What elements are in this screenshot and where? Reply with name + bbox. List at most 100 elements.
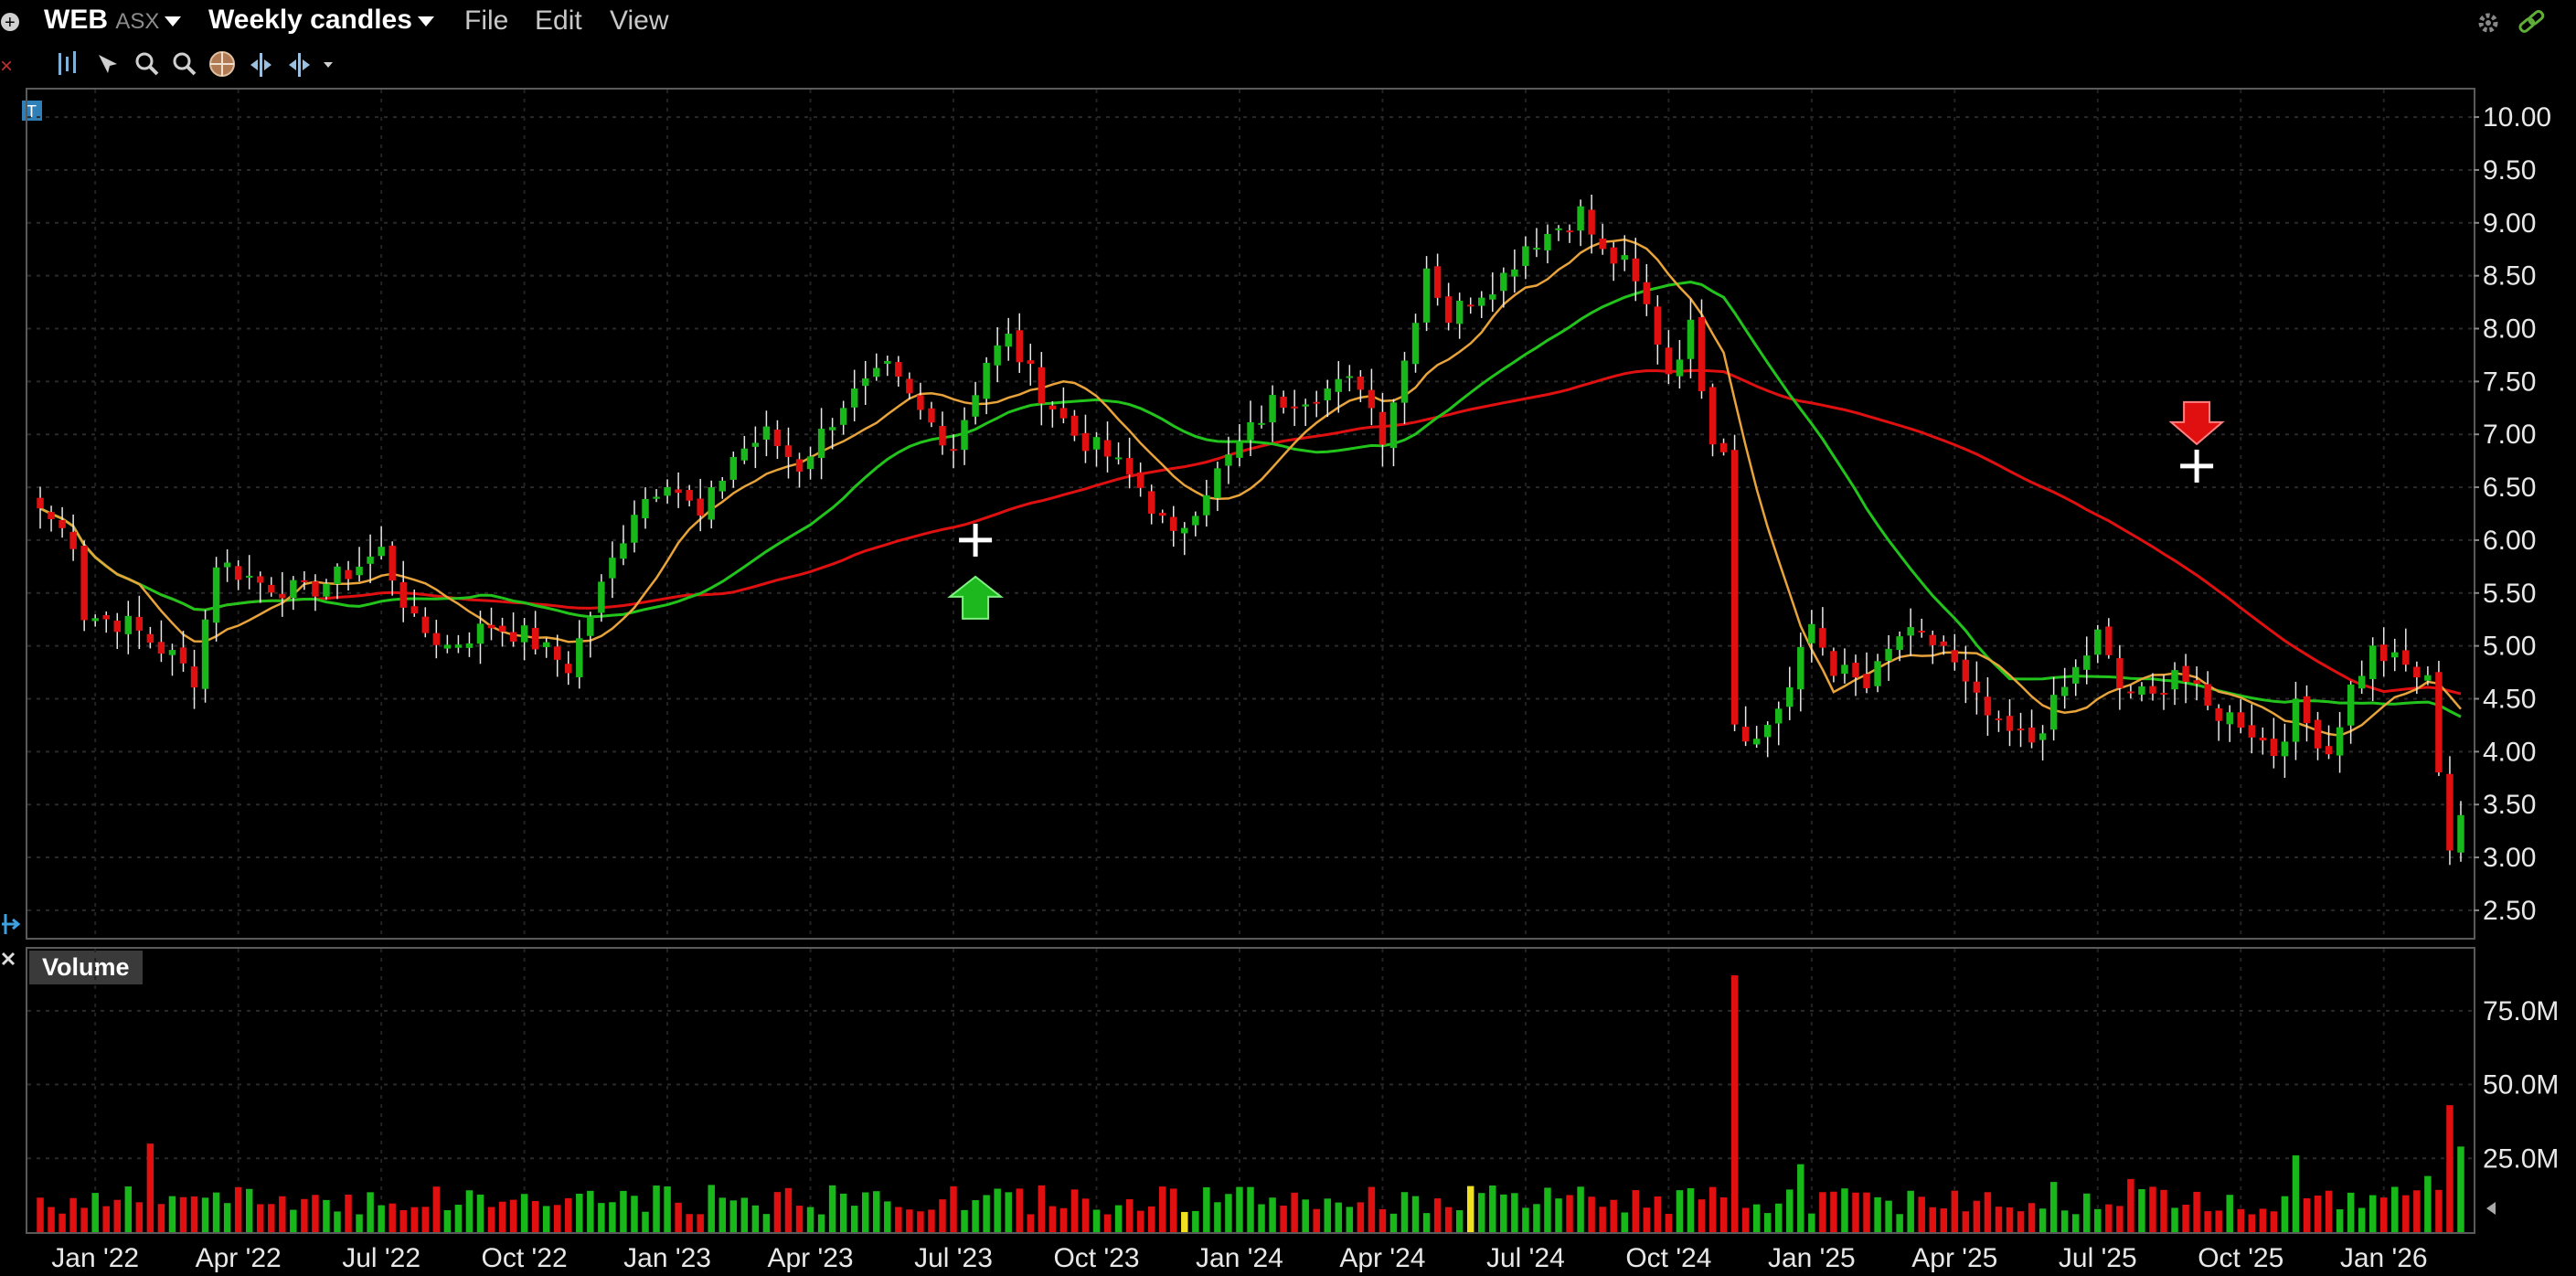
candle-down [2028, 728, 2036, 743]
zoom-in-icon[interactable] [135, 52, 159, 76]
volume-bar [1070, 1189, 1079, 1232]
volume-bar [2368, 1195, 2377, 1232]
volume-bar [729, 1200, 738, 1232]
candle-down [2182, 665, 2189, 683]
volume-bar [1544, 1187, 1551, 1232]
price-tick-label: 2.50 [2483, 896, 2536, 926]
menu-edit[interactable]: Edit [535, 5, 582, 36]
expand-icon[interactable] [289, 53, 333, 77]
axis-scale-icon[interactable] [0, 910, 22, 938]
price-tick-label: 8.00 [2483, 314, 2536, 345]
volume-bar [2259, 1208, 2267, 1232]
candle-down [2314, 719, 2322, 749]
menu-file[interactable]: File [464, 5, 509, 36]
price-chart-panel[interactable] [26, 88, 2475, 940]
volume-bar [2270, 1211, 2278, 1232]
sell-arrow-icon [2168, 400, 2225, 446]
candle-up [465, 643, 474, 648]
volume-bar [2071, 1214, 2080, 1232]
volume-bar [1708, 1186, 1717, 1232]
chart-mode-selector[interactable]: Weekly candles [208, 5, 434, 36]
volume-bar [1225, 1194, 1232, 1232]
volume-bar [2060, 1210, 2069, 1232]
volume-bar [290, 1209, 297, 1232]
time-axis-label: Jan '25 [1768, 1243, 1856, 1273]
world-icon[interactable] [209, 51, 235, 77]
volume-bar [1027, 1214, 1035, 1232]
candle-down [1059, 408, 1068, 419]
candle-up [828, 427, 836, 431]
volume-bar [762, 1214, 771, 1232]
volume-bar [1995, 1207, 2003, 1232]
candle-down [1433, 266, 1442, 298]
candle-down [2006, 716, 2014, 731]
volume-bar [1125, 1198, 1134, 1232]
candle-up [1400, 360, 1409, 403]
candle-down [2402, 650, 2410, 665]
candle-down [2193, 680, 2200, 685]
bar-style-icon[interactable] [59, 51, 76, 75]
volume-bar [1687, 1187, 1695, 1232]
buy-arrow-icon [947, 575, 1004, 620]
gear-icon[interactable] [2475, 5, 2503, 41]
symbol-selector[interactable]: WEB ASX [44, 5, 182, 36]
volume-chart-panel[interactable] [26, 947, 2475, 1234]
time-axis-label: Apr '24 [1339, 1243, 1425, 1273]
candle-up [1114, 457, 1123, 460]
candle-up [1302, 404, 1309, 407]
svg-text:×: × [0, 54, 13, 79]
volume-bar [201, 1197, 209, 1232]
candle-up [961, 420, 968, 451]
candle-down [345, 569, 352, 580]
candle-down [2413, 666, 2421, 678]
time-axis-label: Oct '25 [2198, 1243, 2283, 1273]
volume-bar [1269, 1197, 1276, 1232]
time-axis-label: Jul '22 [342, 1243, 420, 1273]
close-volume-icon[interactable] [0, 951, 18, 969]
volume-bar [1665, 1214, 1673, 1232]
link-icon[interactable] [2516, 5, 2549, 41]
volume-bar [1192, 1210, 1199, 1232]
volume-bar [80, 1207, 88, 1232]
candle-down [1951, 650, 1959, 663]
volume-bar [498, 1201, 506, 1232]
volume-bar [268, 1204, 275, 1232]
candle-up [1422, 268, 1431, 323]
candle-down [784, 445, 793, 457]
volume-bar [1214, 1202, 1221, 1232]
volume-bar [1588, 1196, 1595, 1232]
menu-circle-icon[interactable]: + [0, 0, 27, 46]
volume-bar [2127, 1178, 2134, 1232]
split-icon[interactable] [250, 53, 271, 77]
volume-bar [928, 1209, 935, 1232]
volume-bar [443, 1209, 452, 1232]
volume-bar [553, 1205, 561, 1232]
volume-bar [1038, 1185, 1046, 1232]
candle-down [498, 625, 506, 633]
candle-up [1522, 246, 1529, 266]
menu-view[interactable]: View [610, 5, 669, 36]
candle-down [1170, 516, 1177, 531]
crosshair-tool-icon[interactable] [99, 55, 117, 73]
candle-up [642, 498, 649, 519]
candle-down [432, 633, 441, 645]
volume-bar [1730, 975, 1739, 1232]
candle-up [850, 388, 858, 408]
candle-up [2347, 684, 2355, 726]
zoom-out-icon[interactable] [173, 52, 197, 76]
candle-down [2303, 696, 2311, 724]
candle-down [675, 489, 682, 494]
volume-bar [2314, 1195, 2322, 1232]
close-icon[interactable]: × [0, 46, 13, 86]
volume-bar [1808, 1213, 1815, 1232]
scroll-arrow-icon[interactable] [2483, 1199, 2501, 1218]
volume-bar [1181, 1211, 1188, 1232]
candle-up [1181, 527, 1188, 534]
candle-up [1577, 206, 1584, 231]
volume-bar [2292, 1155, 2300, 1232]
volume-bar [334, 1211, 341, 1232]
candle-down [399, 581, 407, 608]
volume-bar [1621, 1212, 1628, 1232]
volume-bar [2094, 1208, 2102, 1232]
candle-up [1885, 648, 1892, 661]
